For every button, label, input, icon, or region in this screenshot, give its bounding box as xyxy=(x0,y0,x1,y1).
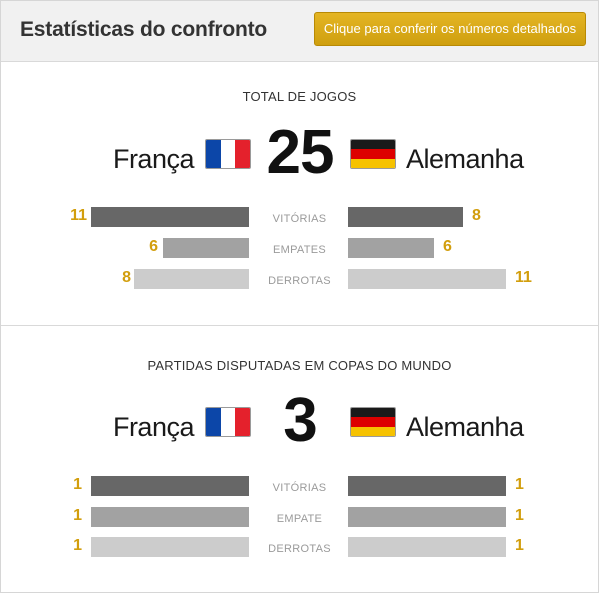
section-title: TOTAL DE JOGOS xyxy=(242,89,357,104)
right-wins-value: 8 xyxy=(472,207,481,224)
right-draws-value: 1 xyxy=(515,507,524,524)
right-wins-bar xyxy=(348,476,506,496)
widget-title: Estatísticas do confronto xyxy=(20,18,268,41)
right-draws-bar xyxy=(348,507,506,527)
left-losses-bar xyxy=(91,537,249,557)
left-draws-bar xyxy=(163,238,249,258)
total-games-count: 25 xyxy=(266,118,335,187)
row-label-draws: EMPATE xyxy=(276,513,323,525)
right-losses-bar xyxy=(348,269,506,289)
section-total-games: TOTAL DE JOGOS França 25 Alemanha 11 VIT… xyxy=(1,62,598,326)
france-flag-icon xyxy=(205,139,251,169)
team-right-name: Alemanha xyxy=(406,144,524,174)
section-title: PARTIDAS DISPUTADAS EM COPAS DO MUNDO xyxy=(147,358,452,373)
france-flag-icon xyxy=(205,407,251,437)
left-wins-value: 1 xyxy=(73,476,82,493)
widget-header: Estatísticas do confronto Clique para co… xyxy=(1,1,598,62)
left-losses-value: 1 xyxy=(73,537,82,554)
world-cup-matches-count: 3 xyxy=(283,386,317,455)
section-world-cup-matches: PARTIDAS DISPUTADAS EM COPAS DO MUNDO Fr… xyxy=(1,326,598,592)
left-draws-bar xyxy=(91,507,249,527)
team-left-name: França xyxy=(112,412,195,442)
row-label-draws: EMPATES xyxy=(272,244,327,256)
left-losses-value: 8 xyxy=(122,269,131,286)
detailed-numbers-button[interactable]: Clique para conferir os números detalhad… xyxy=(314,12,586,46)
row-label-losses: DERROTAS xyxy=(268,543,331,555)
germany-flag-icon xyxy=(350,139,396,169)
team-right-name: Alemanha xyxy=(406,412,524,442)
team-left-name: França xyxy=(112,144,195,174)
row-label-wins: VITÓRIAS xyxy=(272,213,327,225)
right-losses-value: 11 xyxy=(515,269,532,286)
left-losses-bar xyxy=(134,269,249,289)
row-label-wins: VITÓRIAS xyxy=(272,482,327,494)
germany-flag-icon xyxy=(350,407,396,437)
left-wins-bar xyxy=(91,476,249,496)
left-wins-value: 11 xyxy=(70,207,87,224)
right-wins-value: 1 xyxy=(515,476,524,493)
left-draws-value: 6 xyxy=(149,238,158,255)
right-losses-bar xyxy=(348,537,506,557)
left-wins-bar xyxy=(91,207,249,227)
row-label-losses: DERROTAS xyxy=(268,275,331,287)
left-draws-value: 1 xyxy=(73,507,82,524)
right-losses-value: 1 xyxy=(515,537,524,554)
right-draws-value: 6 xyxy=(443,238,452,255)
right-draws-bar xyxy=(348,238,434,258)
right-wins-bar xyxy=(348,207,463,227)
